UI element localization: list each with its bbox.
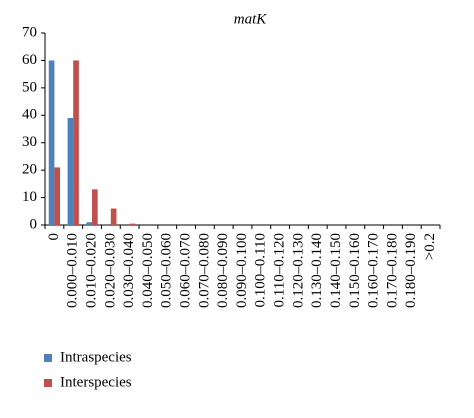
chart-title: matK — [234, 11, 268, 27]
x-tick-label: 0.000–0.010 — [65, 233, 81, 308]
bar — [86, 222, 93, 225]
x-tick-label: 0.020–0.030 — [102, 233, 118, 308]
bar — [67, 118, 74, 225]
bar — [54, 167, 61, 225]
x-tick-label: 0.010–0.020 — [83, 233, 99, 308]
y-tick-label: 10 — [22, 189, 37, 205]
x-tick-label: 0.090–0.100 — [234, 233, 250, 308]
x-tick-label: 0.140–0.150 — [328, 233, 344, 308]
legend-label: Interspecies — [60, 374, 132, 390]
x-tick-label: 0.110–0.120 — [272, 233, 288, 307]
x-tick-label: 0.070–0.080 — [196, 233, 212, 308]
legend-label: Intraspecies — [60, 349, 132, 365]
bar — [48, 60, 55, 225]
x-tick-label: 0.180–0.190 — [403, 233, 419, 308]
bar — [110, 208, 117, 225]
x-tick-label: 0.030–0.040 — [121, 233, 137, 308]
y-tick-label: 20 — [22, 162, 37, 178]
x-tick-label: 0.080–0.090 — [215, 233, 231, 308]
x-tick-label: 0.060–0.070 — [178, 233, 194, 308]
y-tick-label: 70 — [22, 24, 37, 40]
y-tick-label: 60 — [22, 52, 37, 68]
x-tick-label: 0.100–0.110 — [253, 233, 269, 307]
x-tick-label: 0.120–0.130 — [290, 233, 306, 308]
x-tick-label: 0.050–0.060 — [159, 233, 175, 308]
x-tick-label: 0 — [46, 233, 62, 241]
y-tick-label: 0 — [30, 216, 38, 232]
bar — [73, 60, 79, 225]
legend-swatch — [44, 354, 52, 362]
y-tick-label: 40 — [22, 107, 37, 123]
x-tick-label: 0.160–0.170 — [366, 233, 382, 308]
bar — [129, 223, 136, 225]
bar — [92, 189, 98, 225]
y-tick-label: 50 — [22, 79, 37, 95]
legend-swatch — [44, 379, 52, 387]
x-tick-label: 0.150–0.160 — [347, 233, 363, 308]
x-tick-label: 0.040–0.050 — [140, 233, 156, 308]
x-tick-label: 0.170–0.180 — [384, 233, 400, 308]
x-tick-label: 0.130–0.140 — [309, 233, 325, 308]
x-tick-label: >0.2 — [422, 233, 438, 260]
y-tick-label: 30 — [22, 134, 37, 150]
